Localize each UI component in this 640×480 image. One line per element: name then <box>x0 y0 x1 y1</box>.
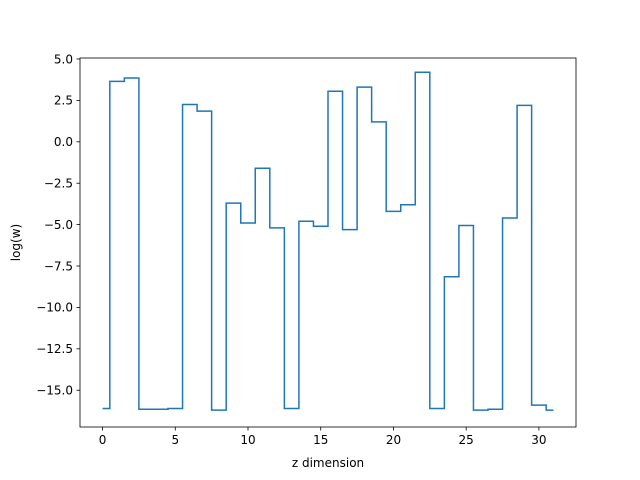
x-tick-label: 30 <box>531 433 546 447</box>
y-tick-label: 0.0 <box>54 135 73 149</box>
y-tick-label: 5.0 <box>54 52 73 66</box>
x-tick-label: 25 <box>459 433 474 447</box>
y-tick-label: −15.0 <box>36 384 73 398</box>
y-tick-label: −2.5 <box>44 177 73 191</box>
plot-area <box>102 71 554 411</box>
y-axis: 5.0 2.5 0.0 −2.5 −5.0 −7.5 −10.0 −12.5 −15.0 <box>36 52 80 398</box>
y-tick-label: 2.5 <box>54 94 73 108</box>
axes-frame <box>79 57 577 428</box>
x-axis: 0 5 10 15 20 25 30 <box>99 427 547 447</box>
x-tick-label: 5 <box>171 433 179 447</box>
y-tick-label: −5.0 <box>44 218 73 232</box>
y-tick-label: −12.5 <box>36 342 73 356</box>
x-tick-label: 15 <box>313 433 328 447</box>
series-line-0 <box>102 71 554 411</box>
x-tick-label: 0 <box>99 433 107 447</box>
y-axis-label: log(w) <box>9 224 23 261</box>
x-tick-label: 10 <box>240 433 255 447</box>
y-tick-label: −7.5 <box>44 259 73 273</box>
x-tick-label: 20 <box>386 433 401 447</box>
y-tick-label: −10.0 <box>36 301 73 315</box>
x-axis-label: z dimension <box>292 456 364 470</box>
